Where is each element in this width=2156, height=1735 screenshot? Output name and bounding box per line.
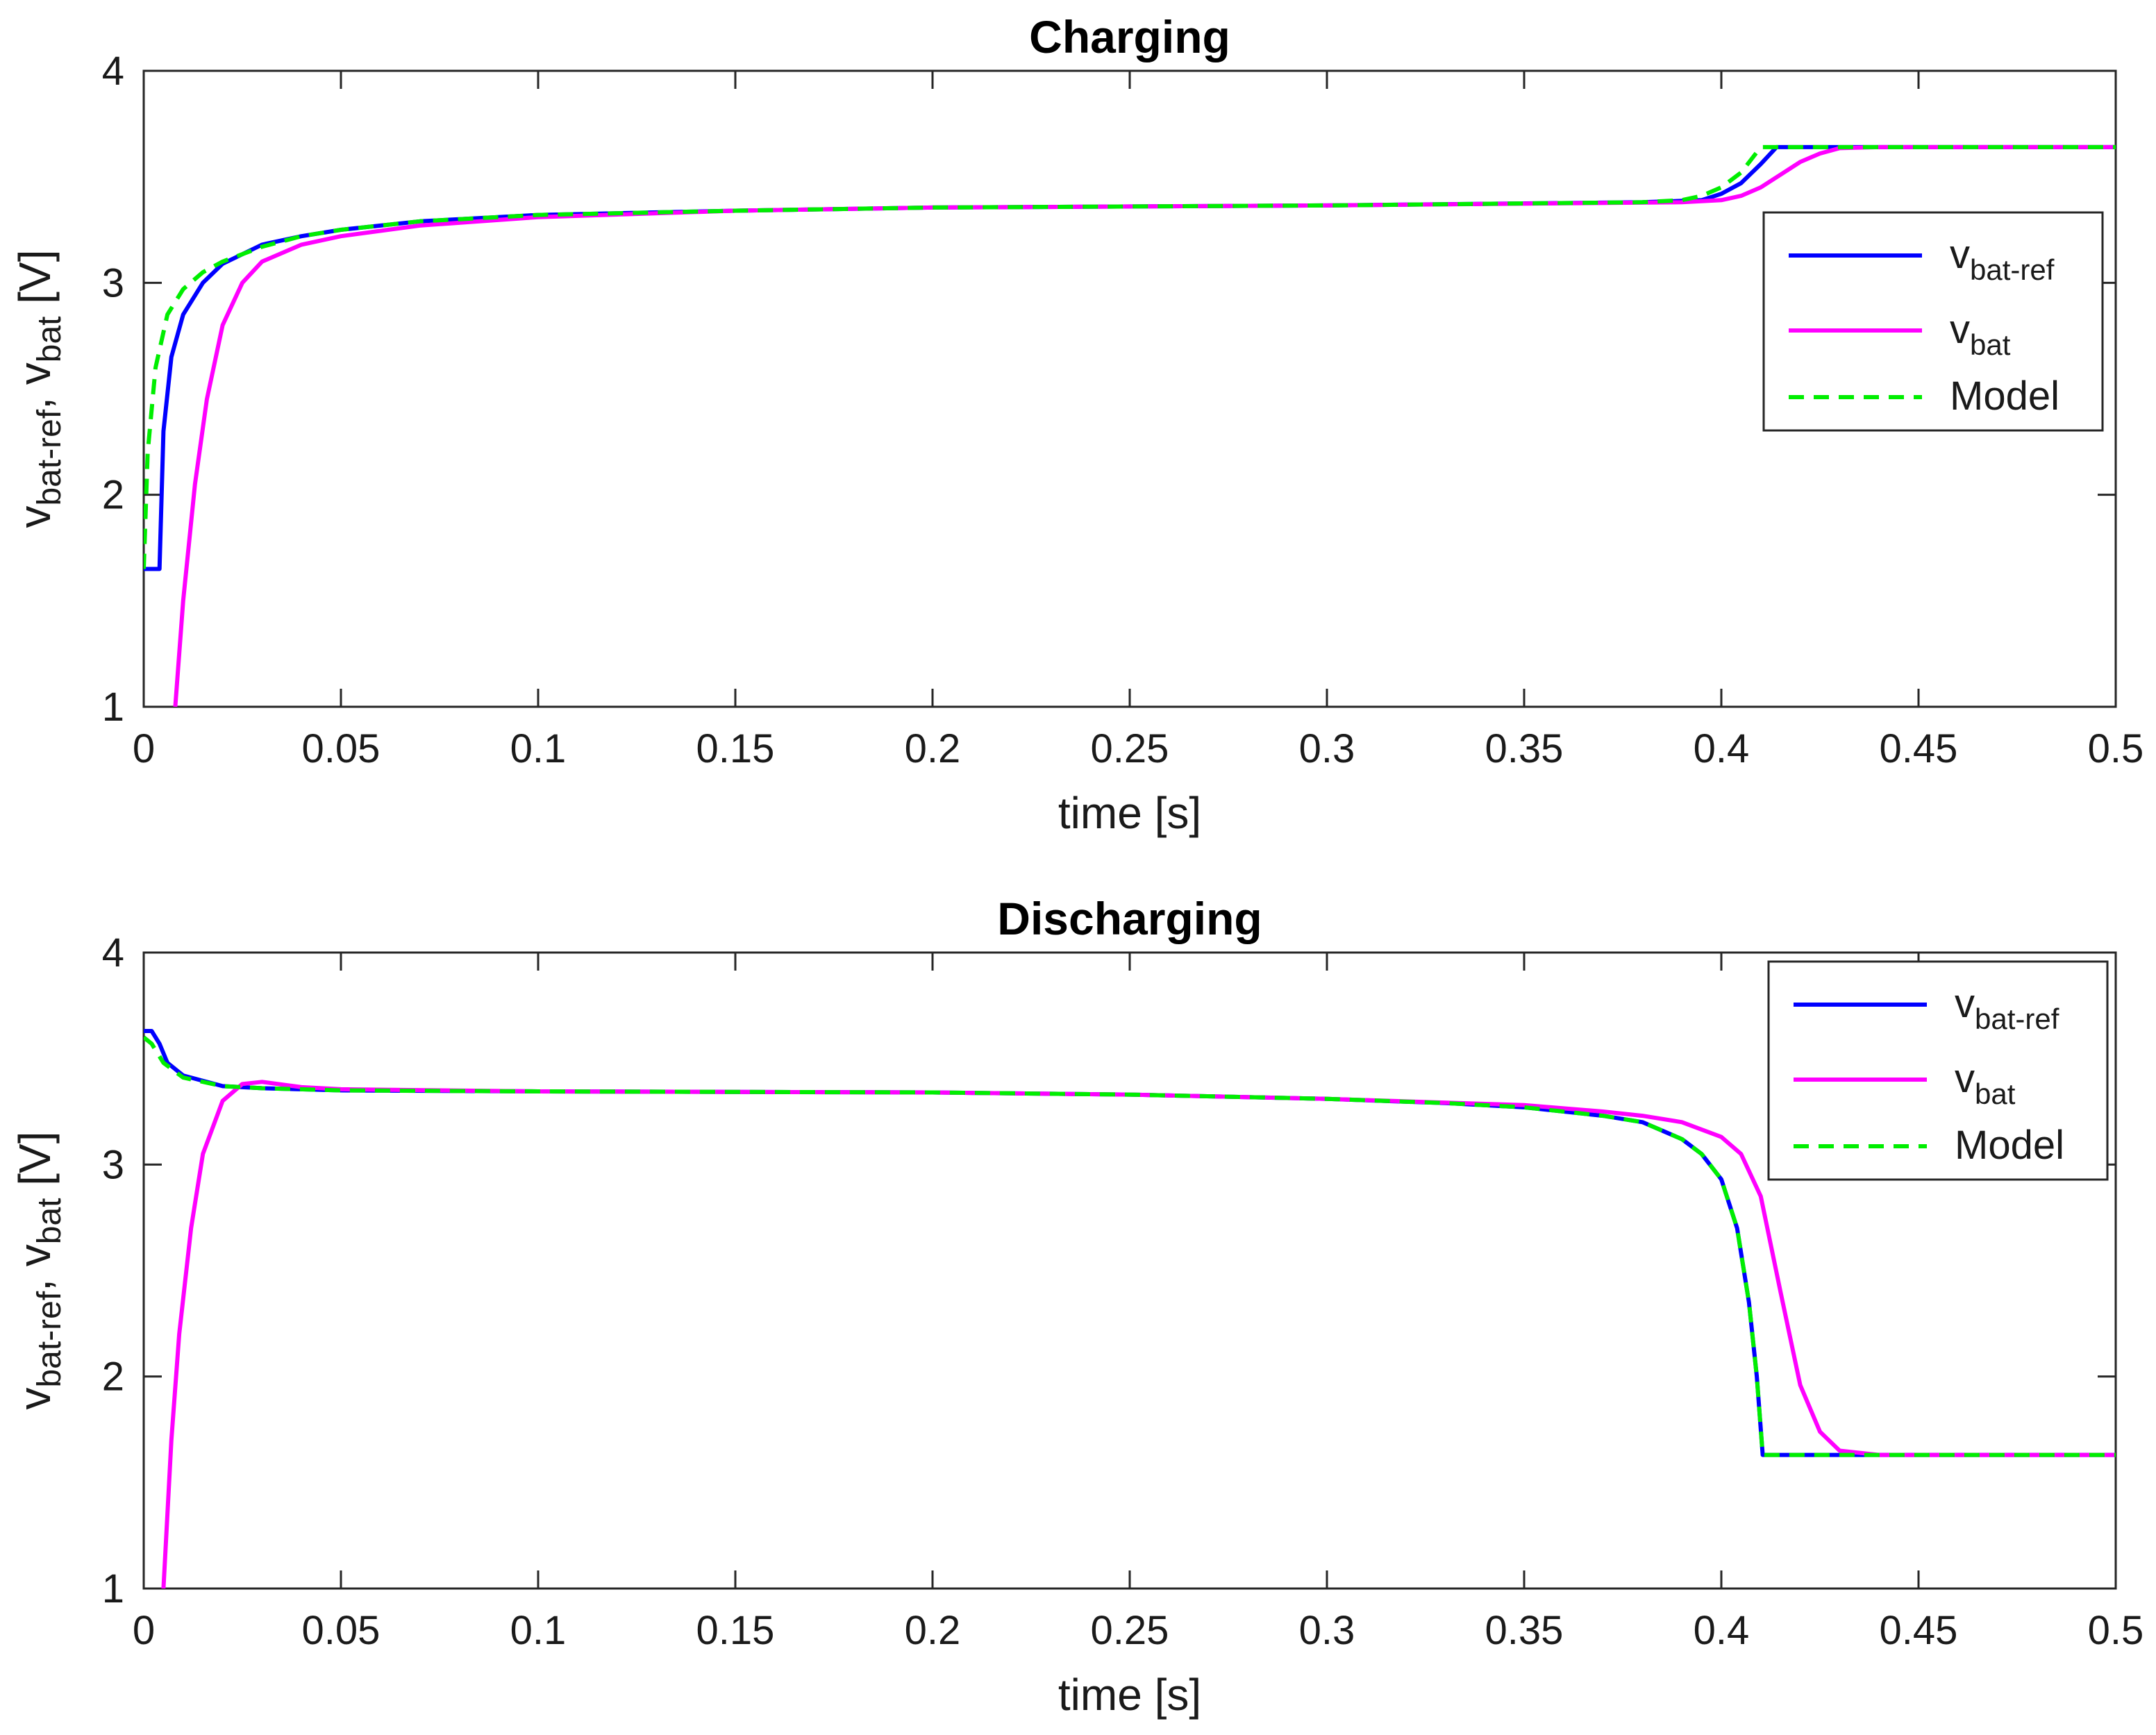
x-tick-label: 0.1 (510, 726, 567, 771)
y-axis-label-part: [V] (10, 249, 60, 316)
x-axis-label: time [s] (1058, 1670, 1201, 1720)
series-line-model (144, 1035, 2116, 1457)
legend-label-subscript: bat (1975, 1078, 2016, 1110)
x-tick-label: 0.5 (2088, 1608, 2144, 1653)
y-axis-label-subscript: bat (31, 317, 68, 363)
legend-box (1762, 211, 2104, 432)
x-tick-label: 0.05 (302, 726, 381, 771)
y-axis-label-part: , v (10, 1244, 60, 1291)
legend-box (1767, 960, 2109, 1181)
x-tick-label: 0.35 (1485, 726, 1564, 771)
chart-title: Charging (1029, 11, 1230, 62)
legend-label: vbat (1955, 1056, 2016, 1110)
y-tick-label: 2 (102, 473, 124, 518)
x-tick-label: 0.2 (905, 1608, 961, 1653)
x-tick-label: 0.35 (1485, 1608, 1564, 1653)
y-tick-label: 4 (102, 49, 124, 94)
legend-label: vbat-ref (1955, 981, 2059, 1035)
chart-panel-1: Charging 0 0.05 0.1 0.15 0.2 0.25 0.3 0.35 0.4 0.4… (10, 11, 2144, 838)
x-tick-label: 0 (133, 1608, 155, 1653)
x-tick-label: 0.2 (905, 726, 961, 771)
x-tick-label: 0.4 (1694, 726, 1750, 771)
legend-label-subscript: bat (1970, 328, 2011, 361)
y-tick-label: 3 (102, 1142, 124, 1187)
y-tick-label: 1 (102, 1566, 124, 1611)
y-axis-label-part: , v (10, 362, 60, 410)
y-axis-label-subscript: bat-ref (31, 1291, 68, 1387)
x-tick-label: 0.3 (1299, 1608, 1355, 1653)
x-tick-label: 0.05 (302, 1608, 381, 1653)
legend-label-main: Model (1950, 374, 2059, 419)
y-axis-label-subscript: bat-ref (31, 409, 68, 505)
y-axis-label-part: v (10, 506, 60, 528)
legend-label-subscript: bat-ref (1970, 253, 2055, 286)
x-tick-label: 0.15 (696, 726, 775, 771)
x-tick-label: 0.45 (1880, 726, 1958, 771)
legend-label: Model (1950, 374, 2059, 419)
legend-label: Model (1955, 1123, 2064, 1168)
y-tick-label: 1 (102, 685, 124, 730)
legend-label-main: v (1955, 981, 1975, 1026)
x-tick-label: 0.5 (2088, 726, 2144, 771)
y-tick-label: 4 (102, 930, 124, 975)
legend-label: vbat (1950, 307, 2011, 361)
x-tick-label: 0.4 (1694, 1608, 1750, 1653)
x-tick-label: 0.25 (1091, 726, 1169, 771)
series-line-model (144, 144, 2116, 569)
y-axis-label-part: v (10, 1388, 60, 1410)
x-tick-label: 0.25 (1091, 1608, 1169, 1653)
legend-label-main: v (1950, 232, 1970, 277)
legend-label: vbat-ref (1950, 232, 2055, 286)
x-tick-label: 0.15 (696, 1608, 775, 1653)
x-tick-label: 0.3 (1299, 726, 1355, 771)
legend-label-main: v (1950, 307, 1970, 352)
legend-label-main: v (1955, 1056, 1975, 1101)
legend-label-main: Model (1955, 1123, 2064, 1168)
y-axis-label: vbat-ref, vbat [V] (10, 249, 68, 528)
series-line-v-bat-ref (144, 144, 2116, 571)
y-tick-label: 3 (102, 260, 124, 305)
y-tick-label: 2 (102, 1355, 124, 1400)
x-tick-label: 0 (133, 726, 155, 771)
y-axis-label-part: [V] (10, 1131, 60, 1198)
y-axis-label: vbat-ref, vbat [V] (10, 1131, 68, 1409)
chart-title: Discharging (997, 893, 1262, 944)
x-axis-label: time [s] (1058, 788, 1201, 838)
x-tick-label: 0.1 (510, 1608, 567, 1653)
chart-panel-2: Discharging 0 0.05 0.1 0.15 0.2 0.25 0.3 0.35 0.4… (10, 893, 2144, 1720)
y-axis-label-subscript: bat (31, 1198, 68, 1245)
x-tick-label: 0.45 (1880, 1608, 1958, 1653)
legend-label-subscript: bat-ref (1975, 1003, 2059, 1035)
